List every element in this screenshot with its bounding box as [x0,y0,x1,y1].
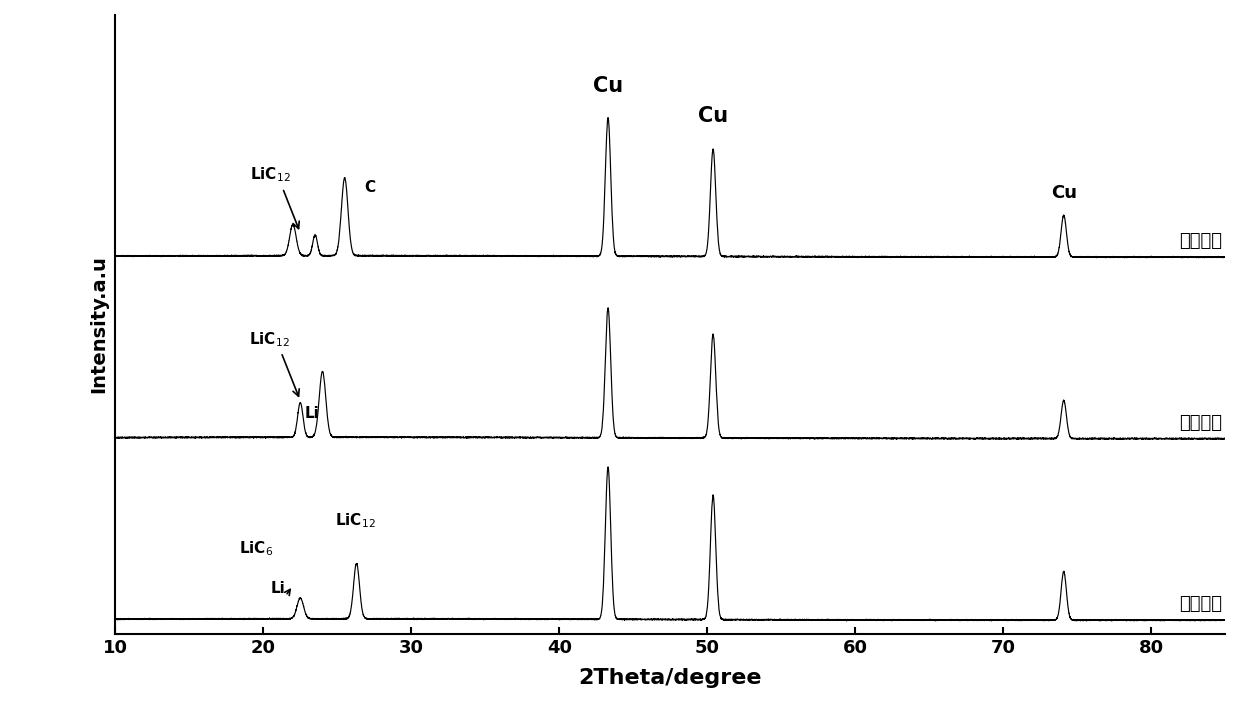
Text: LiC$_6$: LiC$_6$ [238,539,273,558]
Text: LiC$_{12}$: LiC$_{12}$ [250,166,291,184]
Text: Cu: Cu [1050,183,1076,202]
Text: Cu: Cu [593,76,622,96]
Y-axis label: Intensity.a.u: Intensity.a.u [89,256,108,394]
Text: 负极析锂: 负极析锂 [1179,414,1223,432]
Text: 正常负极: 正常负极 [1179,595,1223,613]
Text: Cu: Cu [698,105,728,126]
Text: 负极黑斑: 负极黑斑 [1179,232,1223,250]
Text: Li: Li [270,581,285,596]
Text: LiC$_{12}$: LiC$_{12}$ [335,512,376,530]
Text: Li: Li [305,406,320,421]
Text: C: C [365,180,376,195]
X-axis label: 2Theta/degree: 2Theta/degree [578,668,761,688]
Text: LiC$_{12}$: LiC$_{12}$ [249,330,290,349]
